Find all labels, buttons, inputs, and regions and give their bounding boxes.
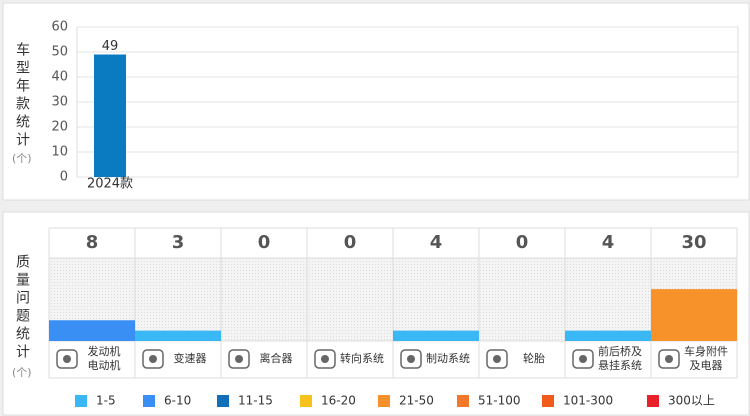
icon xyxy=(493,355,501,363)
legend-swatch xyxy=(457,395,469,407)
legend-swatch xyxy=(143,395,155,407)
y-tick-label: 30 xyxy=(51,95,68,110)
icon xyxy=(400,349,422,369)
y-tick-label: 50 xyxy=(51,45,68,60)
legend-label: 1-5 xyxy=(96,394,116,408)
y-tick-label: 40 xyxy=(51,70,68,85)
y-tick-label: 20 xyxy=(51,120,68,135)
legend-swatch xyxy=(217,395,229,407)
value-label: 49 xyxy=(102,39,119,54)
category-label: 轮胎 xyxy=(523,351,545,365)
y-tick-label: 0 xyxy=(60,170,68,185)
bar xyxy=(135,330,221,341)
category-label: 前后桥及 xyxy=(598,344,642,358)
icon xyxy=(579,355,587,363)
icon xyxy=(314,349,336,369)
bar xyxy=(651,289,737,341)
legend-label: 300以上 xyxy=(668,394,715,408)
count-label: 8 xyxy=(86,232,99,253)
category-label: 变速器 xyxy=(174,351,207,365)
bar xyxy=(49,320,135,341)
icon xyxy=(572,349,594,369)
x-tick-label: 2024款 xyxy=(87,177,133,192)
legend-label: 101-300 xyxy=(563,394,613,408)
icon xyxy=(321,355,329,363)
count-label: 3 xyxy=(172,232,185,253)
legend-swatch xyxy=(75,395,87,407)
y-tick-label: 60 xyxy=(51,20,68,35)
category-label: 制动系统 xyxy=(426,352,470,365)
icon xyxy=(63,355,71,363)
count-label: 0 xyxy=(344,232,357,253)
icon xyxy=(665,355,673,363)
icon xyxy=(486,349,508,369)
category-label: 车身附件 xyxy=(684,344,728,358)
icon xyxy=(407,355,415,363)
legend-label: 51-100 xyxy=(478,394,521,408)
icon xyxy=(56,349,78,369)
category-label: 悬挂系统 xyxy=(598,358,642,372)
category-label: 电动机 xyxy=(88,358,121,372)
legend-swatch xyxy=(378,395,390,407)
bar xyxy=(94,54,126,177)
bar xyxy=(565,330,651,341)
chart-title: 质量问题统计 xyxy=(14,254,30,362)
category-label: 转向系统 xyxy=(340,351,384,365)
chart-title: 车型年款统计 xyxy=(14,42,30,150)
category-label: 离合器 xyxy=(260,351,293,365)
count-label: 4 xyxy=(602,232,615,253)
legend-label: 21-50 xyxy=(399,394,434,408)
count-label: 30 xyxy=(681,232,706,253)
legend-label: 16-20 xyxy=(321,394,356,408)
unit: (个) xyxy=(12,152,32,165)
count-label: 0 xyxy=(516,232,529,253)
icon xyxy=(228,349,250,369)
category-label: 及电器 xyxy=(690,359,723,372)
count-label: 4 xyxy=(430,232,443,253)
legend-label: 6-10 xyxy=(164,394,191,408)
icon xyxy=(142,349,164,369)
legend-swatch xyxy=(542,395,554,407)
category-label: 发动机 xyxy=(88,344,121,358)
icon xyxy=(658,349,680,369)
bar xyxy=(393,330,479,341)
legend-label: 11-15 xyxy=(238,394,273,408)
count-label: 0 xyxy=(258,232,271,253)
icon xyxy=(235,355,243,363)
unit: (个) xyxy=(12,366,32,379)
icon xyxy=(149,355,157,363)
legend-swatch xyxy=(300,395,312,407)
legend-swatch xyxy=(647,395,659,407)
y-tick-label: 10 xyxy=(51,145,68,160)
